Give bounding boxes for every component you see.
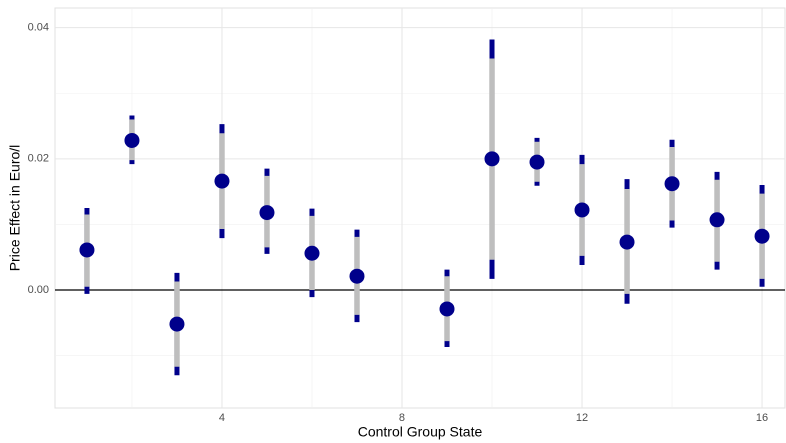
point [349,268,365,284]
point [124,132,140,148]
y-tick-label: 0.04 [28,22,49,34]
x-tick-label: 16 [756,412,768,424]
x-tick-label: 4 [219,412,225,424]
point [574,202,590,218]
point [439,301,455,317]
point [169,316,185,332]
point [754,228,770,244]
x-axis-title: Control Group State [358,424,483,440]
y-axis-title: Price Effect in Euro/l [7,145,23,272]
point [709,212,725,228]
panel-border [54,7,786,409]
point [259,205,275,221]
y-tick-label: 0.02 [28,153,49,165]
point [664,176,680,192]
point [484,151,500,167]
point [619,234,635,250]
x-tick-label: 8 [399,412,405,424]
x-tick-label: 12 [576,412,588,424]
point [214,173,230,189]
point [304,245,320,261]
point [529,154,545,170]
y-tick-label: 0.00 [28,284,49,296]
point [79,242,95,258]
